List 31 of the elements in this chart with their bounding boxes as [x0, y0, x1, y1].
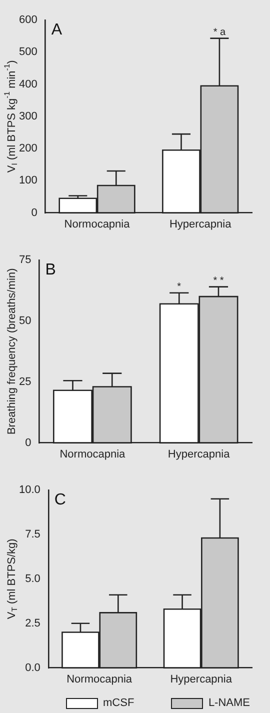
legend-label: mCSF — [103, 697, 134, 709]
annotation: * * — [213, 276, 224, 287]
y-tick-label: 50 — [18, 314, 32, 327]
y-tick-label: 400 — [18, 78, 38, 90]
y-tick-label: 75 — [18, 254, 32, 266]
x-tick-label: Normocapnia — [64, 218, 131, 230]
x-tick-label: Normocapnia — [60, 448, 126, 460]
y-tick-label: 7.5 — [25, 528, 40, 540]
y-tick-label: 5.0 — [25, 572, 40, 585]
chart-title: C — [54, 491, 66, 508]
y-tick-label: 100 — [18, 174, 38, 187]
y-tick-label: 0 — [31, 206, 38, 219]
annotation: * a — [213, 27, 226, 38]
y-tick-label: 25 — [18, 376, 32, 388]
y-tick-label: 2.5 — [25, 617, 40, 630]
x-tick-label: Hypercapnia — [170, 673, 233, 686]
chart-title: B — [45, 261, 56, 278]
x-tick-label: Normocapnia — [66, 673, 133, 686]
y-tick-label: 0 — [25, 436, 32, 449]
y-tick-label: 200 — [18, 142, 38, 155]
x-tick-label: Hypercapnia — [169, 218, 232, 230]
y-tick-label: 500 — [18, 46, 38, 58]
y-tick-label: 600 — [18, 14, 38, 26]
y-tick-label: 0.0 — [25, 662, 40, 674]
chart-title: A — [51, 21, 62, 38]
y-tick-label: 10.0 — [18, 484, 40, 496]
x-tick-label: Hypercapnia — [168, 448, 231, 460]
y-axis-title: Breathing frequency (breaths/min) — [6, 268, 18, 435]
y-tick-label: 300 — [18, 110, 38, 122]
annotation: * — [177, 282, 182, 293]
legend-label: L-NAME — [208, 697, 250, 709]
